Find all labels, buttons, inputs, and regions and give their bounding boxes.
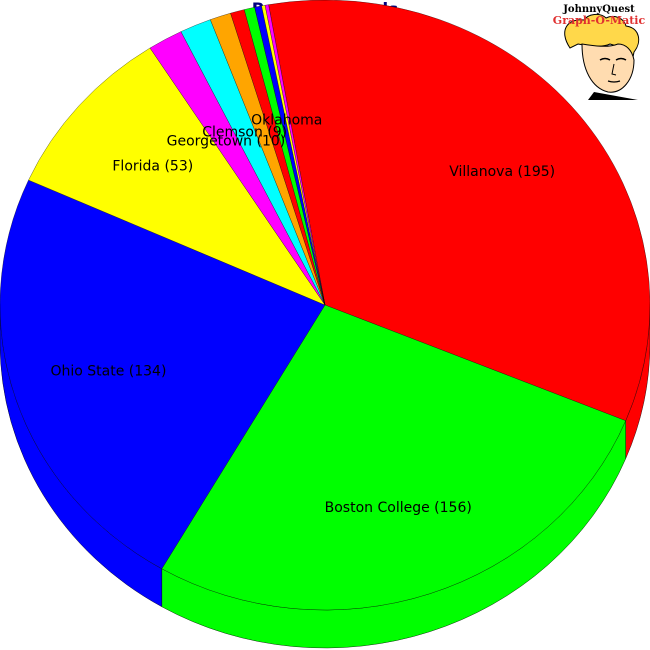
pie-slice-villanova — [268, 0, 650, 421]
pie-labels: Villanova (195) Boston College (156) Ohio … — [50, 112, 555, 516]
logo-line-2: Graph-O-Matic — [552, 14, 646, 27]
slice-label-florida: Florida (53) — [112, 158, 193, 174]
johnny-quest-logo: JohnnyQuest Graph-O-Matic — [548, 0, 650, 100]
slice-label-clemson: Clemson (9) — [202, 125, 287, 141]
pie-slice-boston-college — [161, 304, 626, 611]
boy-face-icon — [564, 13, 640, 100]
pie-slice-florida — [28, 47, 326, 306]
slice-label-boston-college: Boston College (156) — [325, 500, 472, 516]
logo-line-1: JohnnyQuest — [563, 4, 635, 15]
pie-slice-slice — [264, 4, 326, 306]
slice-label-ohio-state: Ohio State (134) — [50, 363, 166, 379]
pie-tops — [0, 0, 650, 611]
slice-label-georgetown: Georgetown (10) — [167, 133, 286, 149]
slice-label-villanova: Villanova (195) — [449, 164, 555, 180]
slice-label-oklahoma: Oklahoma — [251, 112, 322, 128]
pie-slice-ohio-state — [0, 179, 326, 569]
